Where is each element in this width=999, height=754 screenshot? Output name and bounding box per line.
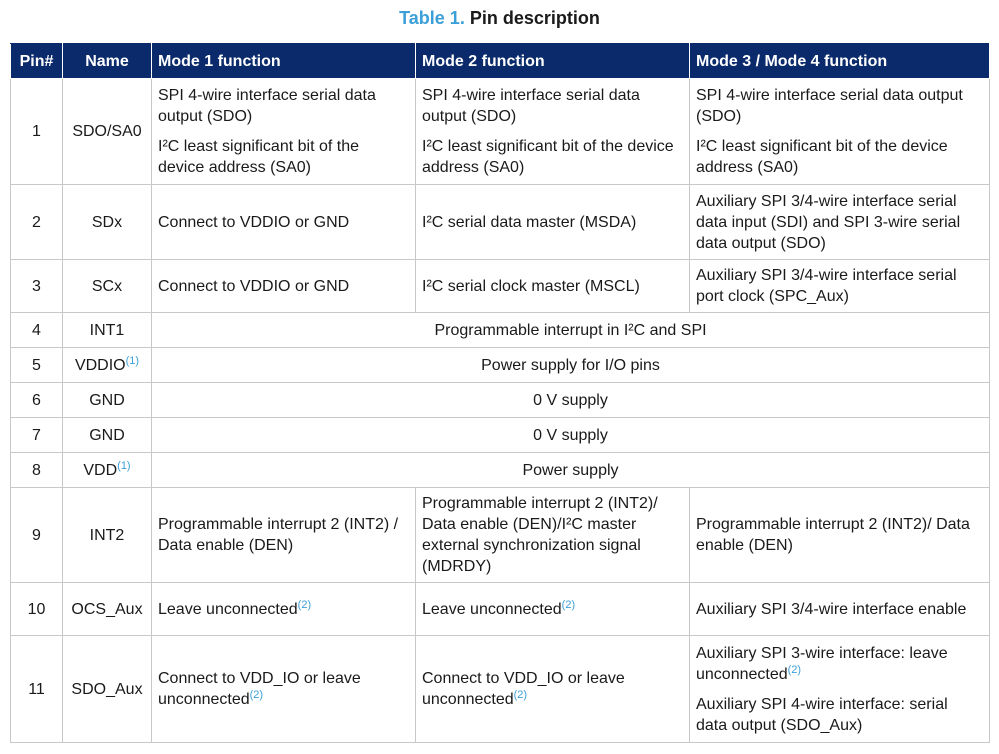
mode1-cell: Programmable interrupt 2 (INT2) / Data e… bbox=[151, 487, 416, 583]
mode1-cell: Connect to VDD_IO or leave unconnected(2… bbox=[151, 635, 416, 743]
pin-number: 6 bbox=[10, 382, 63, 418]
pin-name-text: VDD bbox=[83, 461, 118, 479]
mode1-cell: SPI 4-wire interface serial data output … bbox=[151, 78, 416, 185]
header-mode2: Mode 2 function bbox=[415, 43, 690, 79]
pin-name: SCx bbox=[62, 259, 152, 313]
mode2-cell: I²C serial data master (MSDA) bbox=[415, 184, 690, 260]
pin-description-table: Pin# Name Mode 1 function Mode 2 functio… bbox=[10, 43, 990, 743]
footnote-ref: (2) bbox=[513, 689, 528, 701]
table-row: 8 VDD(1) Power supply bbox=[10, 452, 990, 488]
caption-title: Pin description bbox=[469, 8, 600, 28]
mode2-cell: SPI 4-wire interface serial data output … bbox=[415, 78, 690, 185]
mode1-cell: Leave unconnected(2) bbox=[151, 582, 416, 636]
cell-text: SPI 4-wire interface serial data output … bbox=[158, 87, 376, 125]
pin-name: SDO_Aux bbox=[62, 635, 152, 743]
mode34-cell: Auxiliary SPI 3/4-wire interface serial … bbox=[689, 184, 990, 260]
cell-text: Connect to VDD_IO or leave unconnected bbox=[422, 670, 625, 708]
mode2-cell: Connect to VDD_IO or leave unconnected(2… bbox=[415, 635, 690, 743]
pin-number: 7 bbox=[10, 417, 63, 453]
pin-number: 9 bbox=[10, 487, 63, 583]
pin-name: SDO/SA0 bbox=[62, 78, 152, 185]
cell-text: Auxiliary SPI 3-wire interface: leave un… bbox=[696, 643, 983, 685]
table-row: 9 INT2 Programmable interrupt 2 (INT2) /… bbox=[10, 487, 990, 583]
footnote-ref: (1) bbox=[117, 459, 131, 472]
table-row: 10 OCS_Aux Leave unconnected(2) Leave un… bbox=[10, 582, 990, 636]
table-caption: Table 1. Pin description bbox=[0, 8, 999, 29]
table-row: 6 GND 0 V supply bbox=[10, 382, 990, 418]
header-mode34: Mode 3 / Mode 4 function bbox=[689, 43, 990, 79]
cell-text: Leave unconnected bbox=[422, 600, 562, 618]
mode2-cell: Leave unconnected(2) bbox=[415, 582, 690, 636]
all-modes-cell: 0 V supply bbox=[151, 382, 990, 418]
pin-name: SDx bbox=[62, 184, 152, 260]
cell-text: I²C least significant bit of the device … bbox=[422, 138, 674, 176]
pin-number: 4 bbox=[10, 312, 63, 348]
all-modes-cell: Power supply bbox=[151, 452, 990, 488]
table-row: 3 SCx Connect to VDDIO or GND I²C serial… bbox=[10, 259, 990, 313]
pin-name: GND bbox=[62, 382, 152, 418]
pin-number: 1 bbox=[10, 78, 63, 185]
mode34-cell: Auxiliary SPI 3/4-wire interface enable bbox=[689, 582, 990, 636]
all-modes-cell: Power supply for I/O pins bbox=[151, 347, 990, 383]
pin-name: VDD(1) bbox=[62, 452, 152, 488]
table-row: 7 GND 0 V supply bbox=[10, 417, 990, 453]
table-row: 2 SDx Connect to VDDIO or GND I²C serial… bbox=[10, 184, 990, 260]
table-row: 1 SDO/SA0 SPI 4-wire interface serial da… bbox=[10, 78, 990, 185]
cell-text: Auxiliary SPI 3-wire interface: leave un… bbox=[696, 644, 948, 683]
footnote-ref: (2) bbox=[561, 598, 576, 611]
footnote-ref: (2) bbox=[249, 689, 264, 701]
pin-name: OCS_Aux bbox=[62, 582, 152, 636]
cell-text: I²C least significant bit of the device … bbox=[696, 138, 948, 176]
pin-number: 5 bbox=[10, 347, 63, 383]
mode1-cell: Connect to VDDIO or GND bbox=[151, 184, 416, 260]
mode2-cell: Programmable interrupt 2 (INT2)/ Data en… bbox=[415, 487, 690, 583]
table-header-row: Pin# Name Mode 1 function Mode 2 functio… bbox=[10, 43, 990, 79]
footnote-ref: (1) bbox=[125, 354, 140, 367]
pin-name: INT1 bbox=[62, 312, 152, 348]
mode34-cell: Auxiliary SPI 3/4-wire interface serial … bbox=[689, 259, 990, 313]
cell-text: Leave unconnected bbox=[158, 600, 298, 618]
footnote-ref: (2) bbox=[297, 598, 312, 611]
pin-number: 11 bbox=[10, 635, 63, 743]
pin-name: INT2 bbox=[62, 487, 152, 583]
all-modes-cell: 0 V supply bbox=[151, 417, 990, 453]
pin-name: GND bbox=[62, 417, 152, 453]
header-name: Name bbox=[62, 43, 152, 79]
cell-text: SPI 4-wire interface serial data output … bbox=[696, 87, 963, 125]
mode1-cell: Connect to VDDIO or GND bbox=[151, 259, 416, 313]
pin-number: 2 bbox=[10, 184, 63, 260]
mode34-cell: SPI 4-wire interface serial data output … bbox=[689, 78, 990, 185]
table-row: 4 INT1 Programmable interrupt in I²C and… bbox=[10, 312, 990, 348]
cell-text: I²C least significant bit of the device … bbox=[158, 138, 359, 176]
pin-number: 10 bbox=[10, 582, 63, 636]
mode34-cell: Auxiliary SPI 3-wire interface: leave un… bbox=[689, 635, 990, 743]
caption-label: Table 1. bbox=[399, 8, 465, 28]
table-row: 11 SDO_Aux Connect to VDD_IO or leave un… bbox=[10, 635, 990, 743]
footnote-ref: (2) bbox=[787, 663, 802, 676]
header-mode1: Mode 1 function bbox=[151, 43, 416, 79]
pin-name: VDDIO(1) bbox=[62, 347, 152, 383]
cell-text: Auxiliary SPI 4-wire interface: serial d… bbox=[696, 695, 948, 734]
table-row: 5 VDDIO(1) Power supply for I/O pins bbox=[10, 347, 990, 383]
all-modes-cell: Programmable interrupt in I²C and SPI bbox=[151, 312, 990, 348]
header-pin: Pin# bbox=[10, 43, 63, 79]
pin-name-text: VDDIO bbox=[74, 356, 126, 374]
pin-number: 8 bbox=[10, 452, 63, 488]
mode34-cell: Programmable interrupt 2 (INT2)/ Data en… bbox=[689, 487, 990, 583]
cell-text: Connect to VDD_IO or leave unconnected bbox=[158, 670, 361, 708]
pin-number: 3 bbox=[10, 259, 63, 313]
mode2-cell: I²C serial clock master (MSCL) bbox=[415, 259, 690, 313]
cell-text: SPI 4-wire interface serial data output … bbox=[422, 87, 640, 125]
